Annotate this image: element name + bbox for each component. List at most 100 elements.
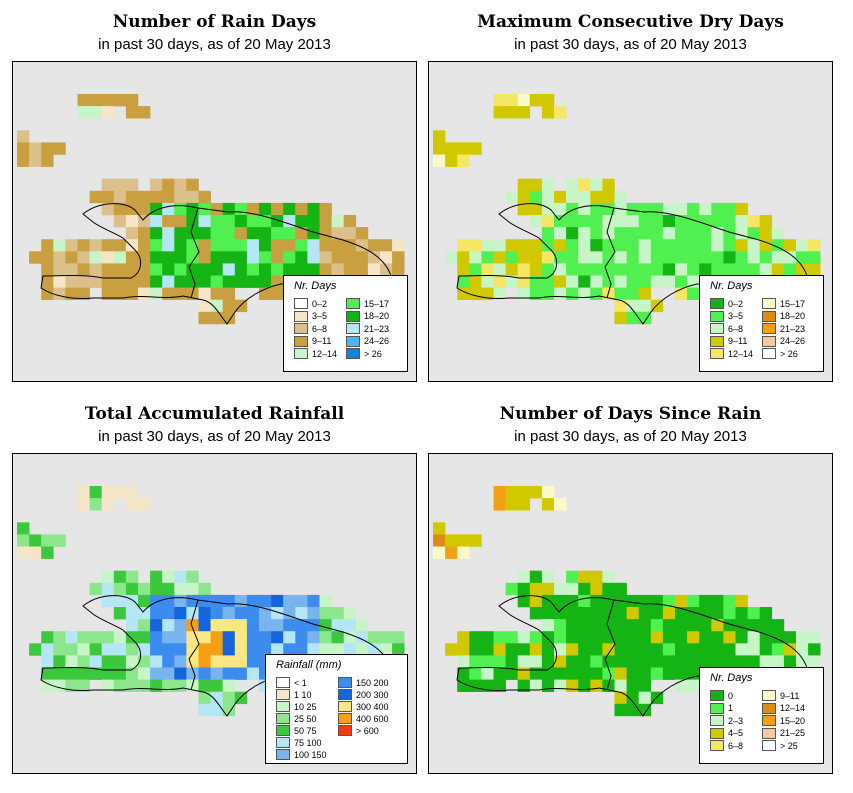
grid-cell bbox=[259, 227, 272, 240]
legend-item: 24–26 bbox=[346, 335, 389, 347]
grid-cell bbox=[210, 691, 223, 705]
grid-cell bbox=[210, 311, 223, 325]
grid-cell bbox=[687, 263, 700, 276]
grid-cell bbox=[541, 570, 555, 584]
grid-cell bbox=[174, 643, 187, 656]
grid-cell bbox=[481, 275, 494, 288]
grid-cell bbox=[125, 251, 139, 264]
legend-item: 6–8 bbox=[294, 323, 327, 334]
grid-cell bbox=[89, 239, 102, 252]
grid-cell bbox=[53, 679, 66, 692]
grid-cell bbox=[759, 619, 773, 632]
legend-item: 300 400 bbox=[338, 701, 389, 712]
legend-item: 100 150 bbox=[276, 749, 327, 760]
grid-cell bbox=[590, 594, 603, 608]
grid-cell bbox=[759, 227, 773, 240]
grid-cell bbox=[541, 667, 555, 680]
coastline-outline bbox=[40, 203, 392, 325]
grid-cell bbox=[246, 275, 260, 288]
legend-swatch bbox=[710, 715, 724, 726]
grid-cell bbox=[234, 263, 248, 276]
grid-cell bbox=[445, 142, 458, 155]
grid-cell bbox=[529, 178, 543, 192]
grid-cell bbox=[457, 655, 470, 668]
grid-cell bbox=[747, 251, 760, 264]
legend-title: Nr. Days bbox=[710, 280, 753, 292]
grid-cell bbox=[602, 202, 615, 216]
grid-cell bbox=[331, 631, 344, 644]
grid-cell bbox=[89, 106, 102, 119]
grid-cell bbox=[529, 275, 543, 288]
grid-cell bbox=[481, 655, 494, 668]
grid-cell bbox=[246, 594, 260, 608]
grid-cell bbox=[759, 655, 773, 668]
grid-cell bbox=[29, 154, 42, 167]
grid-cell bbox=[578, 570, 591, 584]
grid-cell bbox=[125, 215, 139, 228]
grid-cell bbox=[541, 643, 555, 656]
grid-cell bbox=[53, 534, 66, 547]
grid-cell bbox=[566, 667, 579, 680]
grid-cell bbox=[541, 619, 555, 632]
grid-cell bbox=[17, 154, 30, 167]
coastline-outline bbox=[456, 595, 808, 717]
grid-cell bbox=[505, 631, 518, 644]
grid-cell bbox=[150, 190, 163, 204]
legend-item: 0 bbox=[710, 690, 733, 701]
legend-swatch bbox=[346, 298, 360, 309]
grid-cell bbox=[578, 287, 591, 300]
grid-cell bbox=[529, 287, 543, 300]
grid-cell bbox=[541, 202, 555, 216]
legend-item: < 1 bbox=[276, 677, 307, 688]
grid-cell bbox=[747, 263, 760, 276]
grid-cell bbox=[517, 178, 531, 192]
grid-cell bbox=[150, 202, 163, 216]
grid-cell bbox=[493, 655, 506, 668]
grid-cell bbox=[687, 679, 700, 692]
grid-cell bbox=[101, 570, 115, 584]
grid-cell bbox=[125, 631, 139, 644]
grid-cell bbox=[113, 190, 127, 204]
legend-swatch bbox=[294, 298, 308, 309]
grid-cell bbox=[222, 667, 236, 680]
grid-cell bbox=[566, 679, 579, 692]
grid-cell bbox=[517, 190, 531, 204]
grid-cell bbox=[614, 190, 627, 204]
legend-swatch bbox=[338, 689, 352, 700]
grid-cell bbox=[295, 594, 308, 608]
map-grid bbox=[433, 94, 821, 325]
legend-label: > 600 bbox=[356, 725, 379, 736]
grid-cell bbox=[517, 275, 531, 288]
grid-cell bbox=[517, 251, 531, 264]
grid-cell bbox=[493, 643, 506, 656]
grid-cell bbox=[614, 227, 627, 240]
legend-label: 75 100 bbox=[294, 737, 322, 748]
grid-cell bbox=[735, 631, 748, 644]
grid-cell bbox=[626, 594, 639, 608]
grid-cell bbox=[626, 202, 639, 216]
grid-cell bbox=[566, 594, 579, 608]
grid-cell bbox=[65, 631, 78, 644]
legend-swatch bbox=[276, 713, 290, 724]
grid-cell bbox=[493, 275, 506, 288]
legend-item: 9–11 bbox=[762, 690, 799, 701]
grid-cell bbox=[283, 251, 296, 264]
grid-cell bbox=[125, 227, 139, 240]
grid-cell bbox=[735, 239, 748, 252]
grid-cell bbox=[101, 94, 115, 107]
grid-cell bbox=[331, 607, 344, 620]
legend-label: 10 25 bbox=[294, 701, 317, 712]
grid-cell bbox=[723, 631, 736, 644]
grid-cell bbox=[186, 227, 199, 240]
legend-swatch bbox=[276, 749, 290, 760]
legend-label: 200 300 bbox=[356, 689, 389, 700]
grid-cell bbox=[113, 287, 127, 300]
grid-cell bbox=[735, 607, 748, 620]
grid-cell bbox=[662, 239, 676, 252]
grid-cell bbox=[198, 679, 211, 692]
grid-cell bbox=[41, 239, 54, 252]
grid-cell bbox=[687, 227, 700, 240]
grid-cell bbox=[457, 287, 470, 300]
grid-cell bbox=[578, 655, 591, 668]
grid-cell bbox=[457, 275, 470, 288]
